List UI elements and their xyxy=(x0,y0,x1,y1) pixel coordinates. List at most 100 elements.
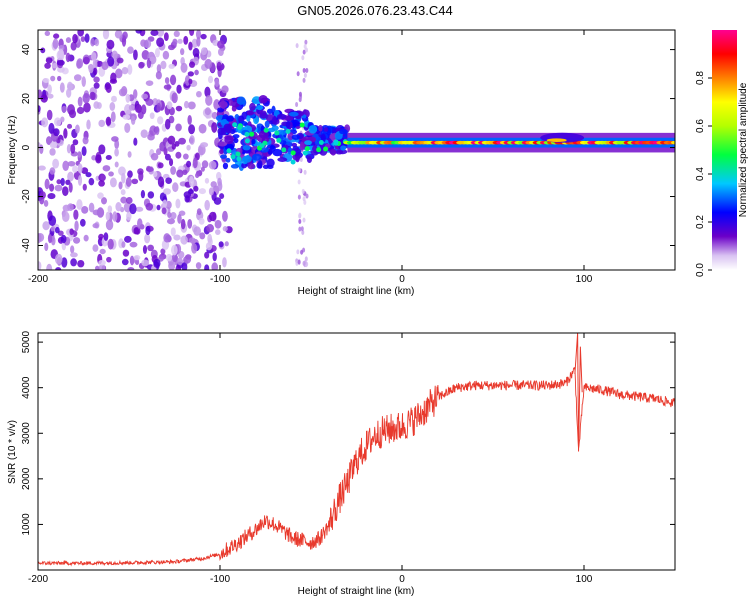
heatmap-cell xyxy=(212,252,217,262)
colorbar-tick-label: 0.6 xyxy=(695,119,706,133)
heatmap-cell xyxy=(46,263,53,270)
heatmap-cell xyxy=(156,148,162,156)
heatmap-cell xyxy=(150,152,159,161)
heatmap-cell xyxy=(70,143,76,154)
heatmap-cell xyxy=(52,158,60,169)
heatmap-cell xyxy=(124,235,132,243)
heatmap-cell xyxy=(140,39,147,47)
heatmap-cell xyxy=(323,146,329,152)
heatmap-cell xyxy=(226,115,234,122)
heatmap-cell xyxy=(77,96,83,107)
heatmap-cell xyxy=(204,177,210,184)
heatmap-cell xyxy=(180,235,188,245)
heatmap-cell xyxy=(265,113,274,123)
heatmap-cell xyxy=(302,217,306,223)
heatmap-cell xyxy=(103,232,109,241)
heatmap-cell xyxy=(187,189,194,195)
heatmap-cell xyxy=(81,205,89,214)
heatmap-cell xyxy=(149,125,158,136)
heatmap-cell xyxy=(156,64,162,74)
heatmap-cell xyxy=(177,38,183,44)
heatmap-cell xyxy=(77,151,82,158)
heatmap-cell xyxy=(258,94,268,104)
snr-data-point xyxy=(174,561,175,562)
heatmap-cell xyxy=(99,248,106,255)
heatmap-cell xyxy=(196,208,202,216)
snr-data-point xyxy=(583,387,584,388)
heatmap-cell xyxy=(59,82,65,93)
heatmap-cell xyxy=(108,171,114,177)
snr-data-point xyxy=(656,398,657,399)
snr-data-point xyxy=(401,426,402,427)
heatmap-cell xyxy=(40,94,48,103)
heatmap-cell xyxy=(121,172,126,184)
x-tick-label: -100 xyxy=(210,574,230,585)
heatmap-cell xyxy=(125,197,133,204)
heatmap-cell xyxy=(93,101,100,109)
heatmap-cell xyxy=(49,148,56,156)
heatmap-cell xyxy=(208,187,215,196)
heatmap-cell xyxy=(298,91,302,97)
heatmap-cell xyxy=(200,166,205,172)
heatmap-cell xyxy=(66,144,72,154)
heatmap-cell xyxy=(58,44,65,51)
heatmap-cell xyxy=(217,47,224,57)
snr-data-point xyxy=(374,435,375,436)
heatmap-cell xyxy=(145,225,151,236)
y-tick-label: 2000 xyxy=(21,467,32,490)
heatmap-cell xyxy=(205,242,213,251)
heatmap-cell xyxy=(72,139,79,146)
heatmap-cell xyxy=(195,30,202,40)
heatmap-cell xyxy=(171,244,178,256)
snr-data-point xyxy=(128,562,129,563)
heatmap-cell xyxy=(81,146,87,157)
heatmap-cell xyxy=(62,186,69,197)
colorbar-label: Normalized spectral amplitude xyxy=(738,82,749,217)
heatmap-cell xyxy=(169,74,177,86)
heatmap-cell xyxy=(168,63,175,69)
heatmap-cell xyxy=(54,226,60,234)
heatmap-cell xyxy=(58,48,65,59)
heatmap-cell xyxy=(225,157,231,163)
heatmap-cell xyxy=(70,245,75,254)
heatmap-cell xyxy=(161,207,167,215)
heatmap-cell xyxy=(48,215,57,227)
heatmap-cell xyxy=(297,194,301,200)
heatmap-cell xyxy=(111,95,117,103)
heatmap-cell xyxy=(237,124,243,130)
heatmap-cell xyxy=(157,116,164,125)
heatmap-cell xyxy=(183,100,189,109)
heatmap-cell xyxy=(291,142,298,148)
heatmap-cell xyxy=(49,141,58,149)
heatmap-cell xyxy=(298,226,302,232)
heatmap-cell xyxy=(274,130,280,136)
snr-data-point xyxy=(256,528,257,529)
heatmap-cell xyxy=(150,30,159,37)
heatmap-cell xyxy=(175,198,181,209)
heatmap-cell xyxy=(162,50,170,60)
snr-spike xyxy=(574,333,583,452)
heatmap-cell xyxy=(66,81,73,91)
heatmap-cell xyxy=(44,178,50,190)
heatmap-cell xyxy=(82,56,90,65)
heatmap-cell xyxy=(54,253,63,265)
heatmap-cell xyxy=(188,124,196,135)
heatmap-cell xyxy=(154,47,160,58)
heatmap-cell xyxy=(110,111,116,123)
heatmap-cell xyxy=(77,30,84,37)
heatmap-cell xyxy=(96,207,105,218)
heatmap-cell xyxy=(194,69,199,76)
heatmap-cell xyxy=(128,104,135,111)
heatmap-cell xyxy=(298,219,302,225)
snr-data-point xyxy=(474,385,475,386)
heatmap-cell xyxy=(312,145,318,153)
heatmap-cell xyxy=(200,33,207,40)
heatmap-cell xyxy=(182,153,189,160)
y-tick-label: 5000 xyxy=(21,331,32,354)
heatmap-cell xyxy=(157,176,165,188)
heatmap-cell xyxy=(304,39,308,45)
heatmap-cell xyxy=(223,123,232,132)
